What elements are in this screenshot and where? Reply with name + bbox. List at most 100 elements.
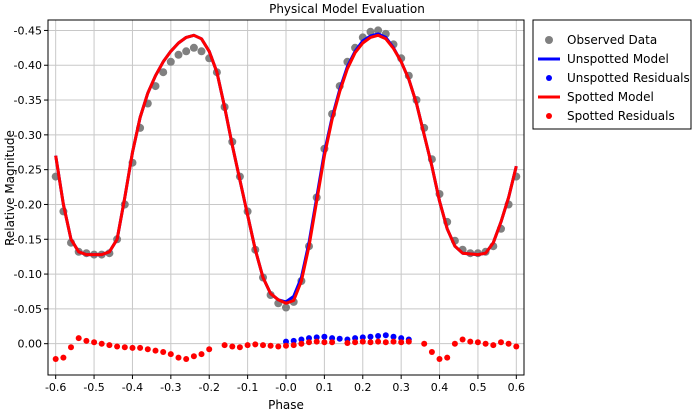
observed-data-point [374,26,383,35]
chart-title: Physical Model Evaluation [269,2,425,16]
spotted-model-series [54,33,518,305]
spotted-residuals-point [298,340,305,347]
y-tick-label: -0.10 [14,268,42,281]
spotted-residuals-point [244,342,251,349]
y-tick-label: -0.45 [14,24,42,37]
spotted-residuals-point [359,338,366,345]
y-tick-label: -0.30 [14,129,42,142]
observed-data-point [366,27,375,36]
spotted-residuals-point [183,356,190,362]
spotted-residuals-point [260,342,266,349]
y-tick-label: 0.00 [18,338,43,351]
legend-label: Unspotted Residuals [567,71,690,85]
spotted-residuals-point [167,351,174,358]
spotted-residuals-point [52,356,59,362]
unspotted-residuals-point [359,334,366,341]
spotted-residuals-point [75,335,82,342]
y-tick-label: -0.05 [14,303,42,316]
spotted-residuals-point [451,340,458,347]
unspotted-residuals-point [313,334,320,341]
legend-box [532,19,692,130]
spotted-residuals-point [68,344,74,351]
legend-item-unspotted-model: Unspotted Model [538,52,669,66]
spotted-residuals-point [313,338,320,345]
observed-data-point [166,57,175,66]
spotted-residuals-point [474,339,481,346]
x-tick-label: -0.4 [122,381,143,394]
spotted-residuals-point [267,342,274,349]
spotted-residuals-point [428,349,435,355]
legend-item-observed-data: Observed Data [545,33,657,47]
legend: Observed Data Unspotted Model Unspotted Re… [532,19,692,130]
spotted-residuals-point [405,338,412,345]
spotted-residuals-point [398,339,405,346]
spotted-residuals-point [152,347,159,354]
y-tick-label: -0.15 [14,233,42,246]
x-tick-label: -0.2 [198,381,219,394]
spotted-residuals-point [390,338,397,345]
observed-data-point [197,47,206,56]
spotted-residuals-point [175,354,182,361]
unspotted-residuals-point [283,338,289,345]
spotted-residuals-point [513,343,520,350]
spotted-residuals-point [106,342,113,349]
spotted-residuals-point [160,349,167,355]
x-tick-label: 0.5 [469,381,487,394]
spotted-residuals-point [144,346,151,353]
legend-swatch [546,113,552,119]
unspotted-residuals-point [306,335,312,342]
observed-data-point [282,303,290,312]
y-tick-label: -0.20 [14,198,42,211]
spotted-residuals-point [221,342,228,349]
x-tick-label: -0.5 [83,381,104,394]
spotted-residuals-point [482,340,489,347]
spotted-residuals-point [459,336,466,343]
legend-item-spotted-residuals: Spotted Residuals [546,109,675,123]
spotted-residuals-point [236,344,243,351]
spotted-residuals-point [137,344,144,351]
x-axis-title: Phase [268,398,304,412]
spotted-residuals-point [121,344,128,351]
unspotted-residuals-point [382,332,389,339]
observed-data-point [174,50,183,59]
unspotted-residuals-point [398,335,405,342]
observed-data-point [182,47,191,56]
x-tick-label: -0.6 [45,381,66,394]
spotted-residuals-point [198,351,205,358]
legend-label: Unspotted Model [567,52,669,66]
unspotted-residuals-point [290,337,297,344]
legend-item-spotted-model: Spotted Model [538,90,654,104]
y-tick-label: -0.40 [14,59,42,72]
series-layer [51,26,521,362]
x-tick-label: -0.1 [237,381,258,394]
x-tick-label: 0.3 [392,381,410,394]
y-axis-title: Relative Magnitude [3,130,17,246]
spotted-residuals-point [352,339,359,346]
unspotted-residuals-point [375,333,382,339]
spotted-residuals-point [498,339,504,346]
spotted-residuals-point [83,337,90,344]
unspotted-residuals-point [390,333,397,340]
spotted-residuals-point [375,338,382,345]
spotted-residuals-point [421,340,428,347]
spotted-residuals-point [367,339,374,346]
x-tick-label: 0.6 [508,381,526,394]
spotted-model-line [54,33,518,305]
spotted-residuals-point [290,342,297,349]
legend-swatch [546,75,552,81]
spotted-residuals-point [505,340,512,347]
spotted-residuals-point [60,354,67,361]
spotted-residuals-point [275,343,282,350]
unspotted-residuals-point [367,333,374,340]
x-tick-label: 0.4 [431,381,449,394]
spotted-residuals-point [467,338,474,345]
legend-item-unspotted-residuals: Unspotted Residuals [546,71,690,85]
spotted-residuals-point [98,340,105,347]
spotted-residuals-point [444,354,451,361]
ticks: -0.6 -0.5 -0.4 -0.3 -0.2 -0.1 -0.0 0.1 0.2 0.3 0.4… [14,24,526,394]
spotted-residuals-point [321,339,328,346]
x-tick-label: -0.0 [275,381,296,394]
unspotted-residuals-point [329,335,336,342]
spotted-residuals-point [206,346,213,353]
